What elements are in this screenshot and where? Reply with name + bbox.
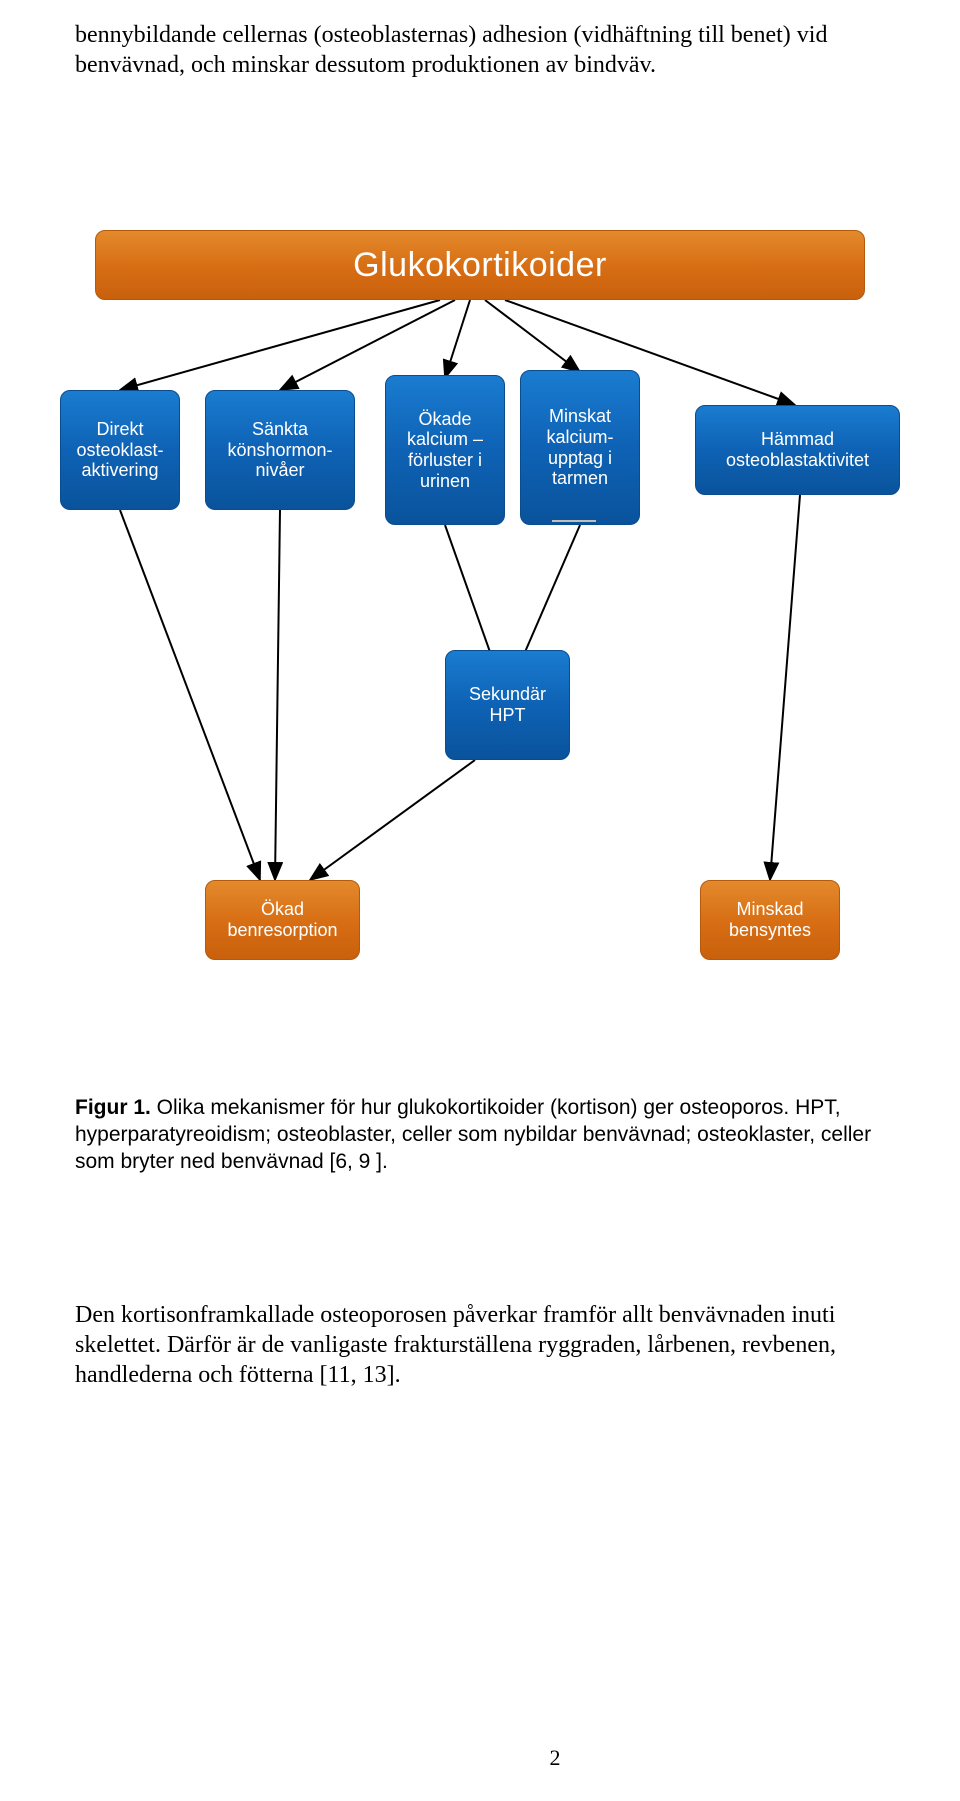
node-hammad: Hämmad osteoblastaktivitet [695,405,900,495]
node-direkt: Direkt osteoklast- aktivering [60,390,180,510]
node-glukokortikoider: Glukokortikoider [95,230,865,300]
node-sekundar-hpt: Sekundär HPT [445,650,570,760]
page: bennybildande cellernas (osteoblasternas… [0,0,960,1801]
caption-text: Olika mekanismer för hur glukokortikoide… [75,1096,871,1173]
figure-caption: Figur 1. Olika mekanismer för hur glukok… [75,1095,885,1176]
node-okade: Ökade kalcium – förluster i urinen [385,375,505,525]
underline-mark [552,520,596,522]
node-minskat: Minskat kalcium- upptag i tarmen [520,370,640,525]
node-sankta: Sänkta könshormon- nivåer [205,390,355,510]
caption-figure-label: Figur 1. [75,1096,151,1119]
node-bensyntes: Minskad bensyntes [700,880,840,960]
node-resorption: Ökad benresorption [205,880,360,960]
diagram: Glukokortikoider Direkt osteoklast- akti… [60,220,900,1070]
outro-paragraph: Den kortisonframkallade osteoporosen påv… [75,1300,885,1390]
page-number: 2 [75,1745,960,1771]
intro-paragraph: bennybildande cellernas (osteoblasternas… [75,20,885,80]
